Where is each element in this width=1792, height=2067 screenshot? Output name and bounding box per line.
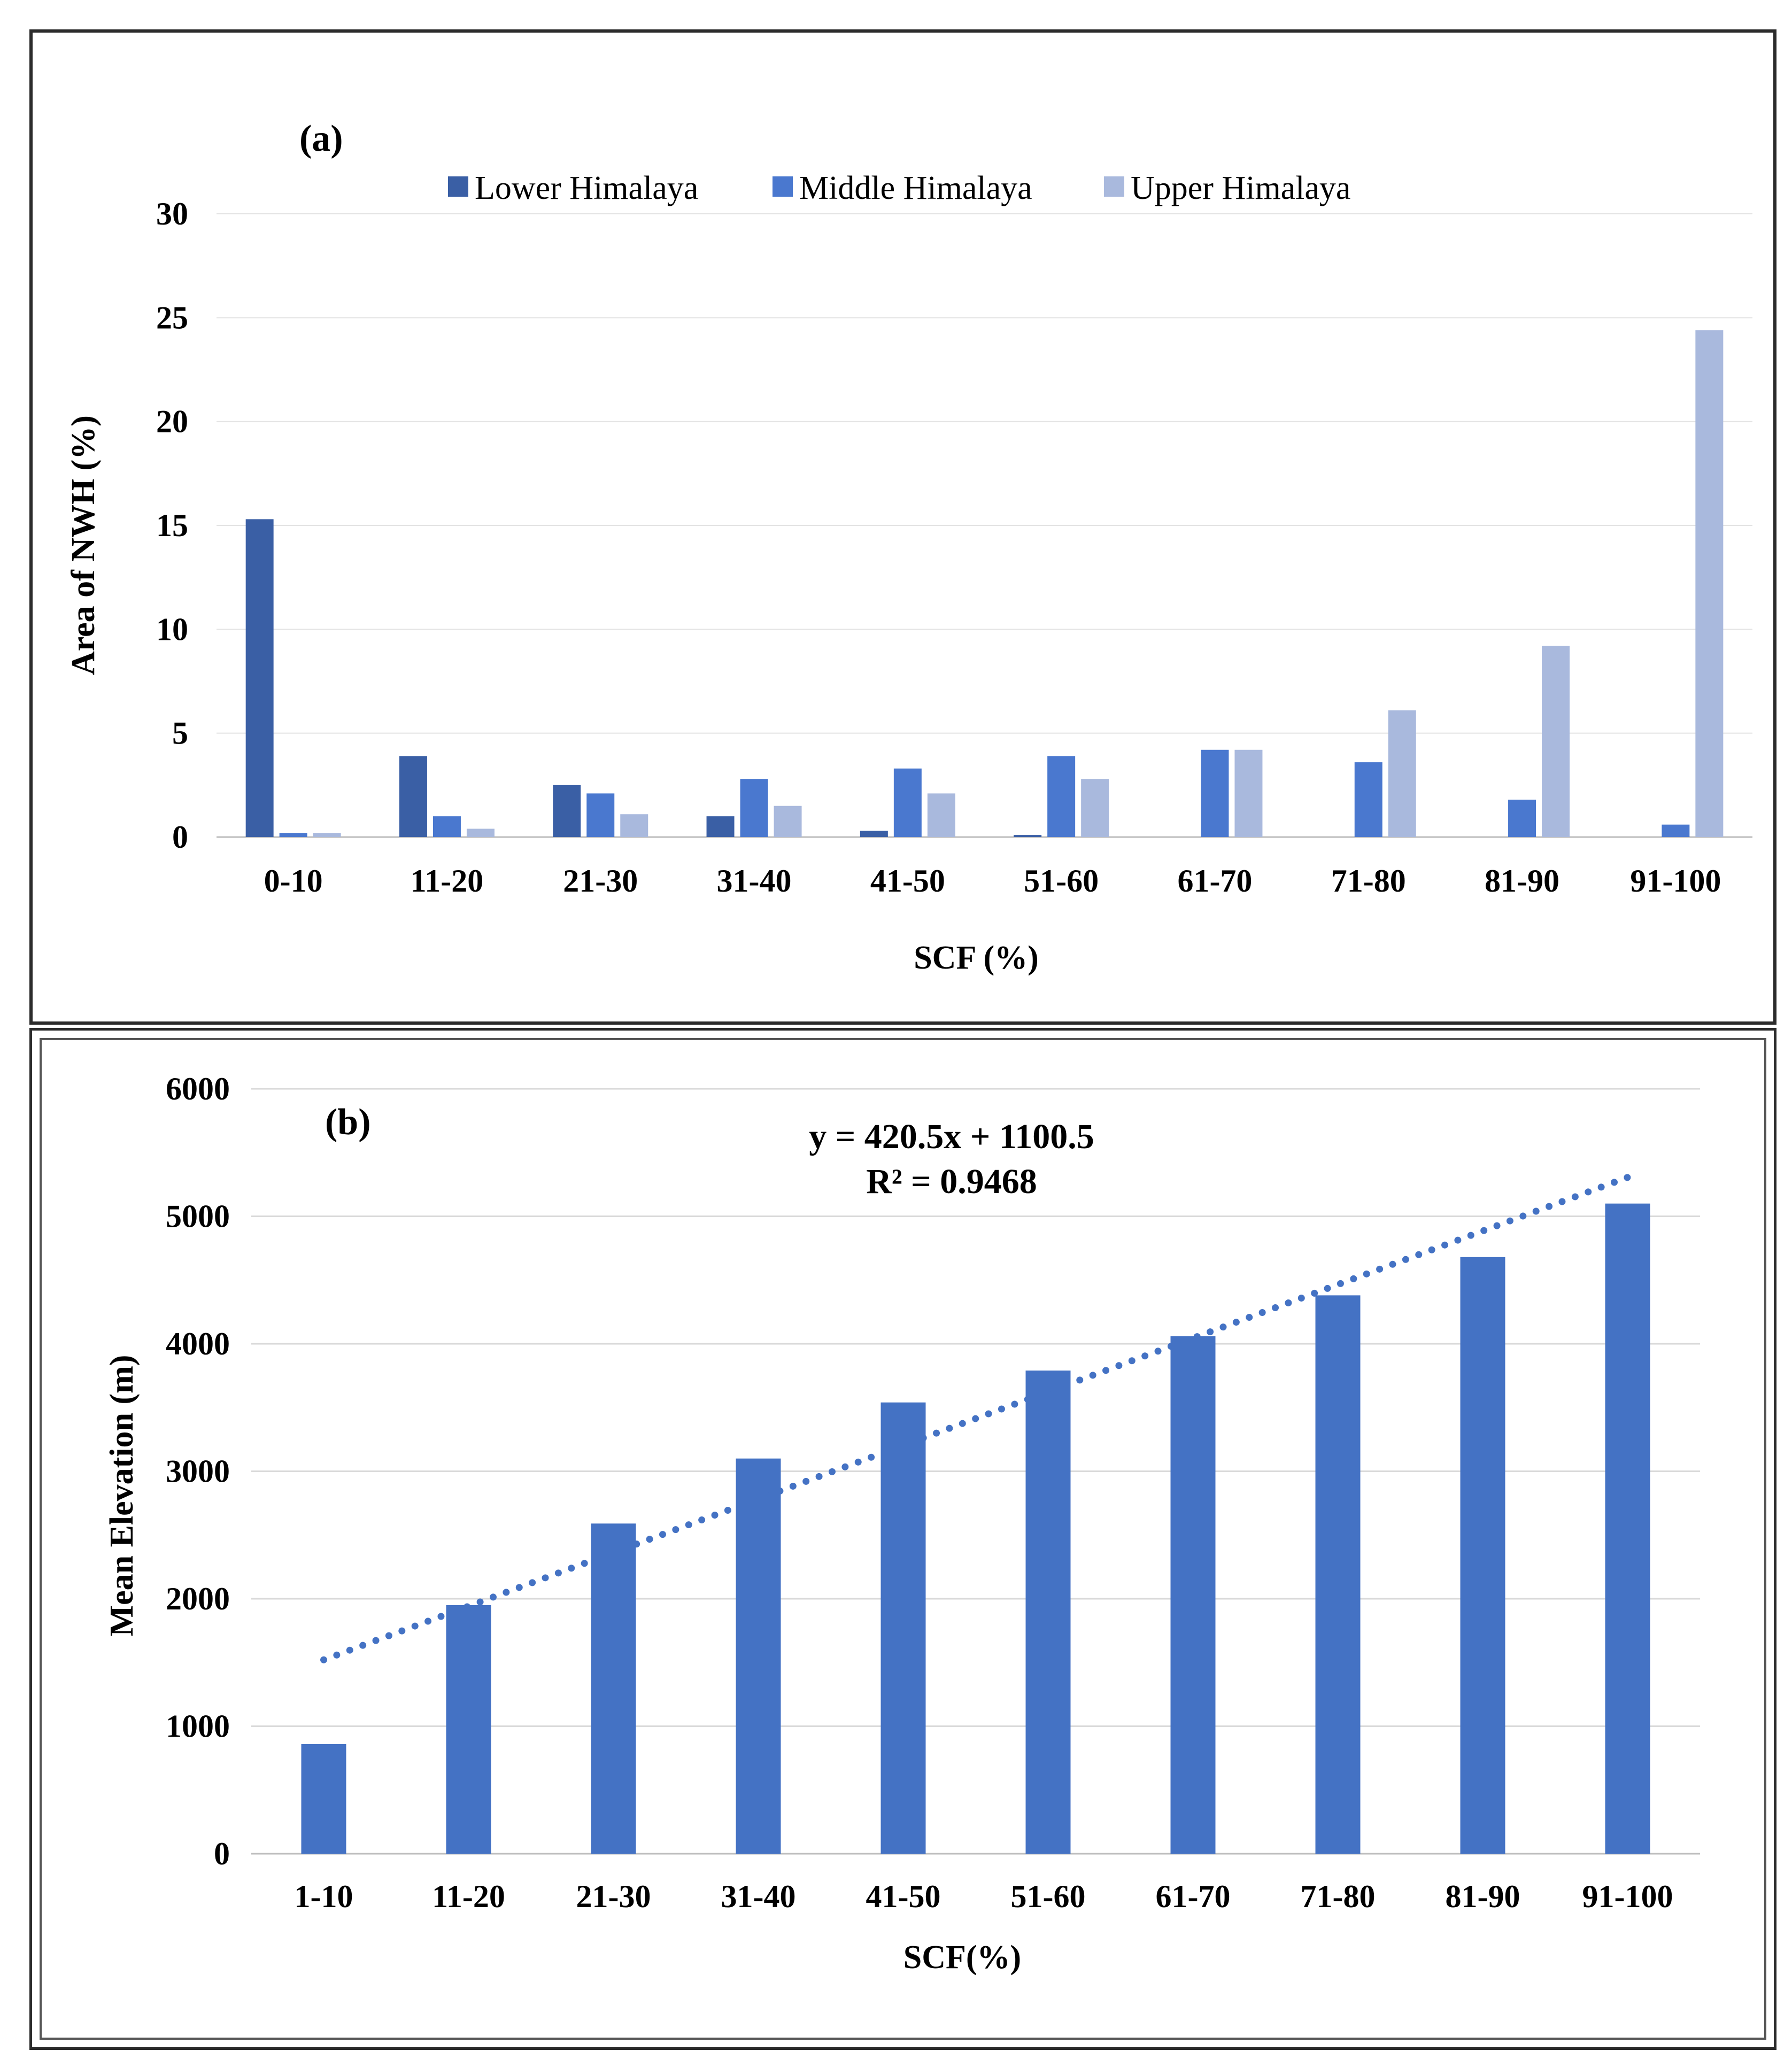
panel-b-x-tick-label: 51-60	[1011, 1879, 1086, 1914]
panel-b-x-tick-label: 21-30	[576, 1879, 651, 1914]
panel-a-bar	[1508, 800, 1536, 837]
panel-a-y-tick-label: 30	[156, 196, 188, 231]
panel-b-y-tick-label: 2000	[166, 1581, 230, 1616]
panel-b-bar	[301, 1744, 346, 1854]
panel-a-bar	[620, 814, 648, 837]
panel-b-x-tick-label: 41-50	[866, 1879, 941, 1914]
panel-a-x-tick-label: 0-10	[264, 863, 323, 899]
panel-a-bar	[1662, 824, 1690, 837]
panel-b-x-axis-title: SCF(%)	[903, 1939, 1021, 1976]
panel-a-plot: 0 5 10 15 20 25 30 0-10 11-20 21-30 31-40 41-50 51-6…	[156, 196, 1752, 899]
trendline-equation: y = 420.5x + 1100.5	[809, 1117, 1094, 1156]
legend-swatch-middle-himalaya	[773, 176, 793, 197]
panel-a-bar	[893, 768, 922, 837]
panel-a-y-tick-label: 25	[156, 300, 188, 335]
panel-a-bar	[927, 793, 955, 837]
panel-a-x-axis-title: SCF (%)	[914, 940, 1039, 976]
panel-a-bar	[279, 833, 307, 837]
panel-b-bar	[446, 1605, 491, 1854]
panel-a-bar	[1047, 756, 1076, 837]
panel-b-x-tick-label: 71-80	[1301, 1879, 1376, 1914]
panel-a-x-tick-label: 11-20	[411, 863, 484, 899]
panel-a-bar	[313, 833, 341, 837]
legend-label-upper-himalaya: Upper Himalaya	[1131, 170, 1350, 206]
panel-b-bar	[1460, 1257, 1505, 1854]
panel-a-bar	[1695, 330, 1724, 837]
panel-a-bar	[1081, 779, 1109, 837]
trendline-r-squared: R² = 0.9468	[866, 1162, 1037, 1201]
panel-b-bar	[1025, 1371, 1071, 1854]
legend-swatch-upper-himalaya	[1104, 176, 1124, 197]
panel-b-x-tick-label: 81-90	[1446, 1879, 1520, 1914]
panel-b-y-axis-title: Mean Elevation (m)	[104, 1355, 140, 1637]
panel-a	[29, 29, 1776, 1025]
panel-b-y-tick-label: 4000	[166, 1326, 230, 1361]
panel-b-x-tick-label: 91-100	[1582, 1879, 1673, 1914]
panel-a-bar	[1354, 762, 1382, 837]
panel-a-x-tick-label: 81-90	[1485, 863, 1559, 899]
panel-a-bar	[586, 793, 615, 837]
panel-b-x-tick-label: 1-10	[295, 1879, 353, 1914]
legend-swatch-lower-himalaya	[448, 176, 468, 197]
panel-a-label: (a)	[299, 118, 343, 159]
panel-a-bar	[1542, 646, 1570, 837]
panel-b-bar	[880, 1402, 926, 1854]
panel-a-bar	[245, 519, 274, 837]
panel-a-bar	[466, 829, 495, 837]
panel-b-label: (b)	[325, 1102, 371, 1143]
panel-b-plot: 0 1000 2000 3000 4000 5000 6000 1-10 11-20 21-30 3…	[166, 1071, 1700, 1914]
panel-a-bar	[1234, 749, 1263, 837]
panel-a-x-tick-label: 91-100	[1630, 863, 1721, 899]
panel-a-y-tick-label: 0	[172, 819, 188, 855]
panel-b-bar	[1170, 1336, 1216, 1854]
panel-a-x-tick-label: 51-60	[1024, 863, 1099, 899]
panel-a-x-tick-label: 61-70	[1177, 863, 1252, 899]
panel-a-bar	[553, 785, 581, 837]
panel-a-y-tick-label: 20	[156, 404, 188, 439]
panel-a-x-tick-label: 21-30	[563, 863, 638, 899]
panel-b-y-tick-label: 5000	[166, 1199, 230, 1234]
panel-b-bar	[591, 1523, 636, 1854]
panel-b-bar	[1605, 1203, 1650, 1854]
panel-b-y-tick-label: 0	[214, 1836, 230, 1871]
panel-a-y-tick-label: 5	[172, 716, 188, 751]
panel-a-bar	[706, 816, 735, 837]
panel-b-bar	[1315, 1295, 1361, 1854]
panel-b-y-tick-label: 6000	[166, 1071, 230, 1106]
panel-a-bar	[1014, 835, 1042, 837]
panel-a-bar	[774, 806, 802, 837]
panel-a-x-tick-label: 41-50	[870, 863, 945, 899]
panel-a-x-tick-label: 31-40	[717, 863, 792, 899]
panel-b-inner-frame	[40, 1038, 1766, 2040]
panel-a-bar	[399, 756, 427, 837]
panel-a-legend: Lower Himalaya Middle Himalaya Upper Him…	[448, 170, 1350, 206]
panel-b-bar	[736, 1458, 781, 1854]
panel-a-bar	[432, 816, 461, 837]
panel-a-y-axis-title: Area of NWH (%)	[65, 415, 102, 675]
legend-label-lower-himalaya: Lower Himalaya	[475, 170, 698, 206]
panel-a-y-tick-label: 15	[156, 508, 188, 543]
panel-b-y-tick-label: 3000	[166, 1454, 230, 1489]
panel-a-x-tick-label: 71-80	[1331, 863, 1406, 899]
trendline	[320, 1174, 1631, 1663]
panel-b-x-tick-label: 11-20	[432, 1879, 505, 1914]
panel-b-x-tick-label: 31-40	[721, 1879, 796, 1914]
panel-b-x-tick-label: 61-70	[1156, 1879, 1231, 1914]
legend-label-middle-himalaya: Middle Himalaya	[799, 170, 1032, 206]
panel-a-bar	[1388, 710, 1416, 837]
panel-a-bar	[1201, 749, 1229, 837]
panel-a-bar	[740, 779, 768, 837]
panel-a-y-tick-label: 10	[156, 611, 188, 647]
panel-b-y-tick-label: 1000	[166, 1709, 230, 1744]
panel-a-bar	[860, 831, 888, 837]
